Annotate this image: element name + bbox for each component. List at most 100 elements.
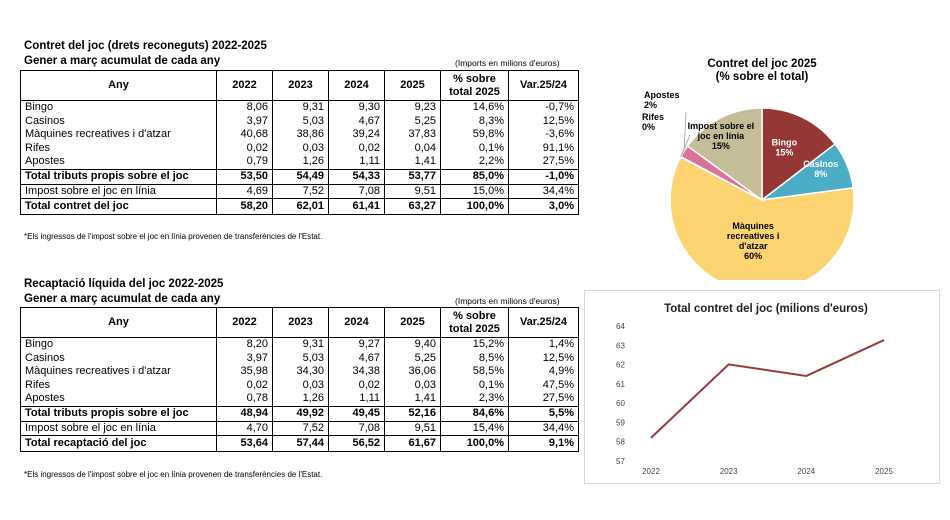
table-cell: 53,50 — [216, 168, 273, 185]
table-cell: 27,5% — [508, 155, 579, 170]
table-cell: 91,1% — [508, 141, 579, 156]
table-cell: 34,38 — [328, 365, 385, 379]
table-row: Total contret del joc 58,20 62,01 61,41 63,2… — [20, 198, 579, 216]
table-header-row: Any 2022 2023 2024 2025% sobre total 2025 Var… — [20, 307, 579, 338]
table-cell: -0,7% — [508, 100, 579, 115]
table-cell: 3,0% — [508, 198, 579, 216]
y-tick-label: 63 — [616, 341, 625, 350]
table-cell: 59,8% — [440, 128, 509, 142]
table-cell: 4,69 — [216, 184, 273, 199]
table-cell: 56,52 — [328, 435, 385, 453]
column-header: 2024 — [328, 307, 385, 338]
y-tick-label: 57 — [616, 457, 625, 466]
table-cell: 8,06 — [216, 100, 273, 115]
column-header: 2022 — [216, 307, 273, 338]
table-cell: 3,97 — [216, 351, 273, 366]
pie-slice-label: Casinos 8% — [803, 159, 838, 179]
table-cell: 12,5% — [508, 351, 579, 366]
line-title: Total contret del joc (milions d'euros) — [664, 303, 868, 315]
pie-slice-label: Apostes 2% — [644, 90, 680, 110]
table-cell: Bingo — [20, 100, 217, 115]
table-cell: 9,23 — [384, 100, 441, 115]
table2-title: Recaptació líquida del joc 2022-2025 — [24, 278, 224, 290]
table-header-row: Any 2022 2023 2024 2025% sobre total 2025 Var… — [20, 70, 579, 101]
table-recaptacio: Any 2022 2023 2024 2025% sobre total 2025 Var… — [20, 307, 579, 453]
table-row: Casinos 3,97 5,03 4,67 5,25 8,5% 12,5% — [20, 351, 579, 366]
table-cell: Total recaptació del joc — [20, 435, 217, 453]
table-cell: 0,04 — [384, 141, 441, 156]
table-cell: 7,52 — [272, 184, 329, 199]
table-cell: 9,31 — [272, 100, 329, 115]
table-cell: 40,68 — [216, 128, 273, 142]
table-row: Apostes 0,79 1,26 1,11 1,41 2,2% 27,5% — [20, 155, 579, 170]
table-cell: 61,41 — [328, 198, 385, 216]
table-cell: 7,08 — [328, 184, 385, 199]
table-cell: 9,51 — [384, 421, 441, 436]
table-cell: Casinos — [20, 351, 217, 366]
table-cell: 9,27 — [328, 337, 385, 352]
table-row: Total tributs propis sobre el joc 53,50 54… — [20, 168, 579, 185]
pie-chart: Contret del joc 2025 (% sobre el total) … — [642, 58, 855, 280]
table-cell: 0,02 — [216, 141, 273, 156]
pie-slice — [686, 107, 763, 202]
table-cell: 1,41 — [384, 392, 441, 407]
table-cell: 39,24 — [328, 128, 385, 142]
table-cell: 9,30 — [328, 100, 385, 115]
table-cell: 58,20 — [216, 198, 273, 216]
column-header: Any — [20, 70, 217, 101]
table-cell: 53,77 — [384, 168, 441, 185]
x-tick-label: 2024 — [797, 467, 815, 476]
table-cell: 4,67 — [328, 114, 385, 129]
table-cell: 12,5% — [508, 114, 579, 129]
y-tick-label: 61 — [616, 380, 625, 389]
y-tick-label: 64 — [616, 322, 625, 331]
table-contret: Any 2022 2023 2024 2025% sobre total 2025 Var… — [20, 70, 579, 216]
table-cell: Bingo — [20, 337, 217, 352]
table-cell: 63,27 — [384, 198, 441, 216]
table-row: Total recaptació del joc 53,64 57,44 56,52 6… — [20, 435, 579, 453]
column-header: 2023 — [272, 70, 329, 101]
series-line — [650, 339, 885, 439]
table-cell: 54,49 — [272, 168, 329, 185]
table-cell: Apostes — [20, 155, 217, 170]
table-cell: 7,08 — [328, 421, 385, 436]
pie-slice-label: Màquines recreatives i d'atzar 60% — [727, 221, 780, 261]
table2-units: (Imports en milions d'euros) — [455, 296, 560, 306]
table-cell: 34,4% — [508, 421, 579, 436]
table1-subtitle: Gener a març acumulat de cada any — [24, 55, 221, 67]
x-tick-label: 2025 — [875, 467, 893, 476]
table-cell: 15,4% — [440, 421, 509, 436]
table-row: Apostes 0,78 1,26 1,11 1,41 2,3% 27,5% — [20, 392, 579, 407]
pie-slice-label: Rifes 0% — [642, 112, 664, 132]
table-cell: 2,3% — [440, 392, 509, 407]
table-cell: 3,97 — [216, 114, 273, 129]
x-tick-label: 2022 — [642, 467, 660, 476]
table-cell: 1,4% — [508, 337, 579, 352]
table-cell: 37,83 — [384, 128, 441, 142]
table-cell: 15,0% — [440, 184, 509, 199]
table1-units: (Imports en milions d'euros) — [455, 58, 560, 68]
table-row: Bingo 8,06 9,31 9,30 9,23 14,6% -0,7% — [20, 100, 579, 115]
table-cell: 0,1% — [440, 141, 509, 156]
table-cell: 5,25 — [384, 114, 441, 129]
table-cell: 1,26 — [272, 155, 329, 170]
table-cell: 5,5% — [508, 405, 579, 422]
table2-subtitle: Gener a març acumulat de cada any — [24, 293, 221, 305]
table-cell: 2,2% — [440, 155, 509, 170]
table-cell: 5,25 — [384, 351, 441, 366]
table-cell: Rifes — [20, 141, 217, 156]
table-cell: 8,3% — [440, 114, 509, 129]
table-cell: 84,6% — [440, 405, 509, 422]
table-cell: 36,06 — [384, 365, 441, 379]
table-cell: -3,6% — [508, 128, 579, 142]
column-header: 2025 — [384, 307, 441, 338]
table-cell: 9,40 — [384, 337, 441, 352]
pie-subtitle: (% sobre el total) — [716, 71, 809, 83]
pie-leader-line — [683, 111, 687, 152]
table1-note: *Els ingressos de l'impost sobre el joc … — [24, 232, 323, 241]
x-tick-label: 2023 — [720, 467, 738, 476]
column-header: 2023 — [272, 307, 329, 338]
table-cell: 53,64 — [216, 435, 273, 453]
table-cell: 1,11 — [328, 155, 385, 170]
column-header: Any — [20, 307, 217, 338]
